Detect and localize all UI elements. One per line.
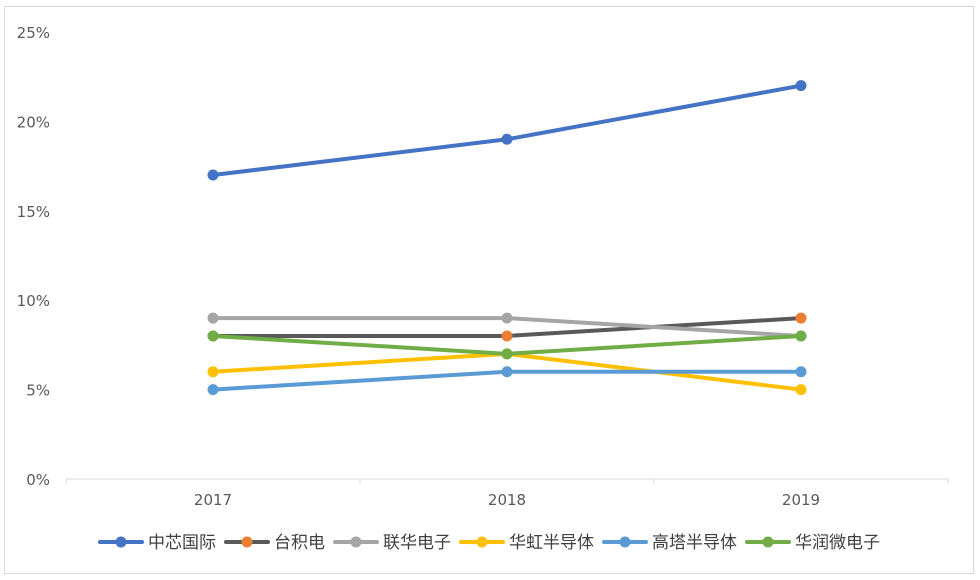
series-points [207,80,807,396]
legend-marker [476,536,488,548]
y-tick-label: 0% [26,471,50,489]
x-tick-label: 2017 [194,491,232,509]
data-point [501,348,513,360]
data-point [501,366,513,378]
data-point [795,384,807,396]
x-tick-label: 2018 [488,491,526,509]
y-tick-label: 5% [26,382,50,400]
legend-marker [241,536,253,548]
legend-label: 中芯国际 [148,533,216,553]
legend-marker [762,536,774,548]
data-point [207,384,219,396]
y-tick-label: 15% [17,203,50,221]
data-point [207,169,219,181]
data-point [207,330,219,342]
data-point [795,366,807,378]
y-tick-label: 10% [17,292,50,310]
series-lines [211,83,803,392]
y-tick-label: 25% [17,24,50,42]
legend-marker [115,536,127,548]
legend-marker [350,536,362,548]
legend-label: 华润微电子 [795,533,880,553]
legend-label: 联华电子 [383,533,451,553]
y-tick-label: 20% [17,113,50,131]
data-point [795,330,807,342]
data-point [795,312,807,324]
data-point [501,133,513,145]
legend-label: 华虹半导体 [509,533,594,553]
x-axis: 2017 2018 2019 [65,478,949,509]
legend-marker [619,536,631,548]
legend: 中芯国际 台积电 联华电子 华虹半导体 高塔半导体 华润微电子 [98,533,880,553]
data-point [795,80,807,92]
legend-label: 台积电 [274,533,325,553]
series-line [211,83,803,178]
data-point [501,330,513,342]
data-point [501,312,513,324]
x-tick-label: 2019 [782,491,820,509]
y-axis-ticks: 0% 5% 10% 15% 20% 25% [17,24,50,489]
legend-label: 高塔半导体 [652,533,737,553]
data-point [207,366,219,378]
data-point [207,312,219,324]
